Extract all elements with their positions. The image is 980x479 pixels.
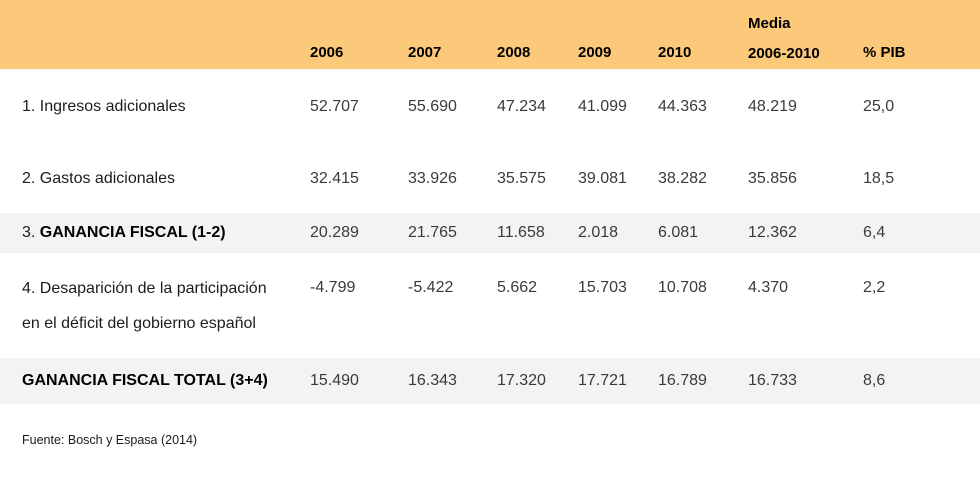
source-note: Fuente: Bosch y Espasa (2014) (22, 433, 198, 447)
value-pib: 6,4 (863, 213, 980, 253)
value-2008: 11.658 (497, 213, 578, 253)
value-2009: 2.018 (578, 213, 658, 253)
value-2007: -5.422 (408, 279, 454, 296)
value-pib: 2,2 (863, 279, 886, 296)
table-header: 2006 2007 2008 2009 2010 Media 2006-2010… (0, 0, 980, 69)
header-row: 2006 2007 2008 2009 2010 Media 2006-2010… (0, 0, 980, 69)
table-row-3: 3. GANANCIA FISCAL (1-2) 20.289 21.765 11.6… (0, 213, 980, 253)
value-2006: 15.490 (310, 358, 408, 404)
value-pib: 8,6 (863, 358, 980, 404)
row-label-text: 1. Ingresos adicionales (22, 98, 186, 115)
value-2006: 32.415 (310, 170, 359, 187)
value-2006: 20.289 (310, 213, 408, 253)
value-2007: 55.690 (408, 98, 457, 115)
value-2010: 44.363 (658, 98, 707, 115)
value-2007: 33.926 (408, 170, 457, 187)
header-col-pib: % PIB (863, 0, 980, 69)
header-empty-cell (0, 0, 310, 69)
header-col-media: Media 2006-2010 (748, 0, 863, 69)
value-2009: 15.703 (578, 279, 627, 296)
header-col-2009: 2009 (578, 0, 658, 69)
row-label: 3. GANANCIA FISCAL (1-2) (0, 213, 310, 253)
row-label: 1. Ingresos adicionales (0, 69, 310, 145)
value-2008: 5.662 (497, 279, 538, 296)
value-20062010: 12.362 (748, 213, 863, 253)
fiscal-gain-table: 2006 2007 2008 2009 2010 Media 2006-2010… (0, 0, 980, 404)
header-media-range: 2006-2010 (748, 45, 820, 62)
value-pib: 25,0 (863, 98, 895, 115)
row-number-prefix: 3. (22, 224, 40, 241)
value-2007: 16.343 (408, 358, 497, 404)
value-2010: 16.789 (658, 358, 748, 404)
header-col-2010: 2010 (658, 0, 748, 69)
header-media-label: Media (748, 15, 791, 32)
value-20062010: 48.219 (748, 98, 797, 115)
value-2008: 17.320 (497, 358, 578, 404)
value-2010: 10.708 (658, 279, 707, 296)
value-2008: 35.575 (497, 170, 546, 187)
row-label: 4. Desaparición de la participación en el… (0, 253, 310, 358)
table-row-1: 1. Ingresos adicionales 52.707 55.690 47.23… (0, 69, 980, 145)
value-2009: 17.721 (578, 358, 658, 404)
header-col-2007: 2007 (408, 0, 497, 69)
value-pib: 18,5 (863, 170, 895, 187)
row-label-text: 4. Desaparición de la participación (22, 279, 267, 297)
header-col-2008: 2008 (497, 0, 578, 69)
value-2006: 52.707 (310, 98, 359, 115)
value-2006: -4.799 (310, 279, 356, 296)
value-2010: 6.081 (658, 213, 748, 253)
value-2008: 47.234 (497, 98, 546, 115)
value-2010: 38.282 (658, 170, 707, 187)
value-20062010: 16.733 (748, 358, 863, 404)
row-label: 2. Gastos adicionales (0, 145, 310, 213)
value-2009: 39.081 (578, 170, 627, 187)
value-20062010: 35.856 (748, 170, 797, 187)
row-label: GANANCIA FISCAL TOTAL (3+4) (0, 358, 310, 404)
row-label-text: GANANCIA FISCAL TOTAL (3+4) (22, 372, 268, 389)
table-row-5: GANANCIA FISCAL TOTAL (3+4) 15.490 16.343 1… (0, 358, 980, 404)
value-2009: 41.099 (578, 98, 627, 115)
row-label-text: 2. Gastos adicionales (22, 170, 175, 187)
row-label-text: GANANCIA FISCAL (1-2) (39, 224, 226, 241)
header-col-2006: 2006 (310, 0, 408, 69)
value-20062010: 4.370 (748, 279, 789, 296)
table-body: 1. Ingresos adicionales 52.707 55.690 47.23… (0, 69, 980, 404)
value-2007: 21.765 (408, 213, 497, 253)
table-row-2: 2. Gastos adicionales 32.415 33.926 35.575 3… (0, 145, 980, 213)
table-row-4: 4. Desaparición de la participación en el… (0, 253, 980, 358)
row-label-line2: en el déficit del gobierno español (22, 314, 256, 332)
